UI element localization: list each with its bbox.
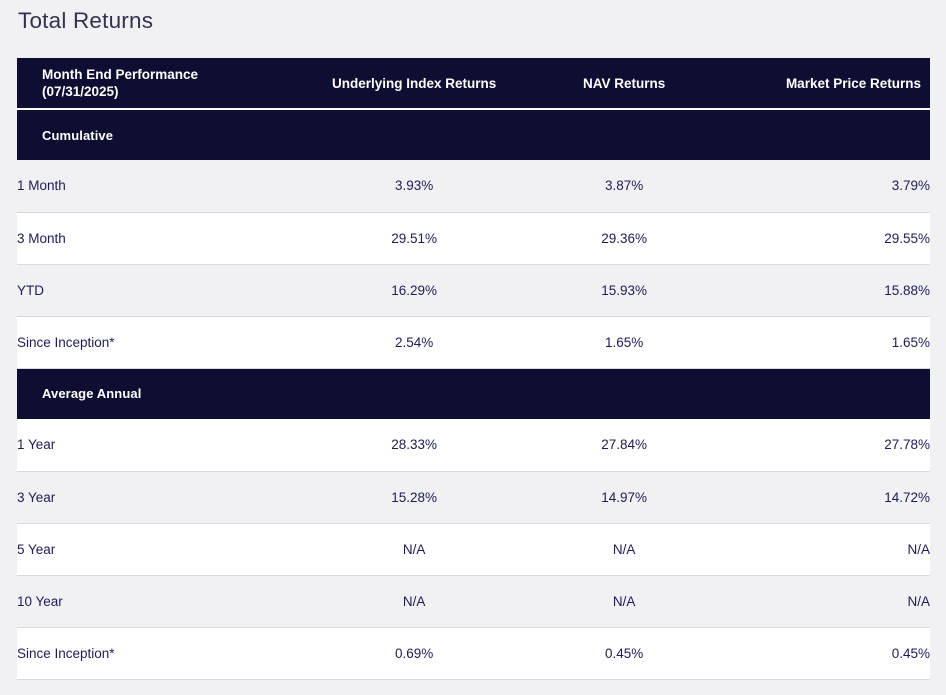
total-returns-table-container: Month End Performance (07/31/2025) Under… (17, 58, 930, 680)
underlying-return-value: N/A (309, 523, 520, 576)
market-return-value: 29.55% (729, 212, 930, 265)
nav-return-value: 1.65% (519, 316, 730, 369)
row-label: YTD (17, 264, 310, 317)
column-header-month-end-performance: Month End Performance (07/31/2025) (17, 58, 310, 111)
row-label: Since Inception* (17, 627, 310, 680)
table-row-1-month: 1 Month 3.93% 3.87% 3.79% (17, 160, 930, 213)
nav-return-value: 14.97% (519, 471, 730, 524)
section-title: Average Annual (17, 368, 930, 420)
underlying-return-value: 16.29% (309, 264, 520, 317)
underlying-return-value: N/A (309, 575, 520, 628)
market-return-value: 14.72% (729, 471, 930, 524)
section-header-cumulative: Cumulative (17, 109, 930, 161)
section-header-average-annual: Average Annual (17, 368, 930, 420)
column-header-market-price-returns: Market Price Returns (729, 58, 930, 111)
market-return-value: N/A (729, 523, 930, 576)
table-row-since-inception-cumulative: Since Inception* 2.54% 1.65% 1.65% (17, 316, 930, 369)
nav-return-value: N/A (519, 575, 730, 628)
table-row-5-year: 5 Year N/A N/A N/A (17, 523, 930, 576)
market-return-value: 15.88% (729, 264, 930, 317)
section-title: Cumulative (17, 109, 930, 161)
table-row-3-month: 3 Month 29.51% 29.36% 29.55% (17, 212, 930, 265)
column-header-nav-returns: NAV Returns (519, 58, 730, 111)
row-label: Since Inception* (17, 316, 310, 369)
underlying-return-value: 29.51% (309, 212, 520, 265)
table-row-ytd: YTD 16.29% 15.93% 15.88% (17, 264, 930, 317)
table-row-since-inception-average-annual: Since Inception* 0.69% 0.45% 0.45% (17, 627, 930, 680)
nav-return-value: 29.36% (519, 212, 730, 265)
underlying-return-value: 0.69% (309, 627, 520, 680)
nav-return-value: 0.45% (519, 627, 730, 680)
row-label: 10 Year (17, 575, 310, 628)
page-title: Total Returns (18, 8, 154, 33)
market-return-value: 1.65% (729, 316, 930, 369)
header-line-1: Month End Performance (42, 67, 199, 83)
row-label: 3 Year (17, 471, 310, 524)
underlying-return-value: 15.28% (309, 471, 520, 524)
total-returns-table: Month End Performance (07/31/2025) Under… (17, 58, 930, 680)
underlying-return-value: 28.33% (309, 419, 520, 472)
row-label: 5 Year (17, 523, 310, 576)
nav-return-value: 27.84% (519, 419, 730, 472)
row-label: 1 Year (17, 419, 310, 472)
underlying-return-value: 3.93% (309, 160, 520, 213)
market-return-value: 3.79% (729, 160, 930, 213)
nav-return-value: 15.93% (519, 264, 730, 317)
market-return-value: 27.78% (729, 419, 930, 472)
market-return-value: N/A (729, 575, 930, 628)
header-line-2-date: (07/31/2025) (42, 84, 119, 100)
table-header-row: Month End Performance (07/31/2025) Under… (17, 58, 930, 111)
page: Total Returns Month End Performance (07/… (17, 8, 930, 680)
table-row-10-year: 10 Year N/A N/A N/A (17, 575, 930, 628)
market-return-value: 0.45% (729, 627, 930, 680)
table-row-3-year: 3 Year 15.28% 14.97% 14.72% (17, 471, 930, 524)
column-header-underlying-index-returns: Underlying Index Returns (309, 58, 520, 111)
nav-return-value: 3.87% (519, 160, 730, 213)
underlying-return-value: 2.54% (309, 316, 520, 369)
nav-return-value: N/A (519, 523, 730, 576)
table-row-1-year: 1 Year 28.33% 27.84% 27.78% (17, 419, 930, 472)
row-label: 3 Month (17, 212, 310, 265)
row-label: 1 Month (17, 160, 310, 213)
